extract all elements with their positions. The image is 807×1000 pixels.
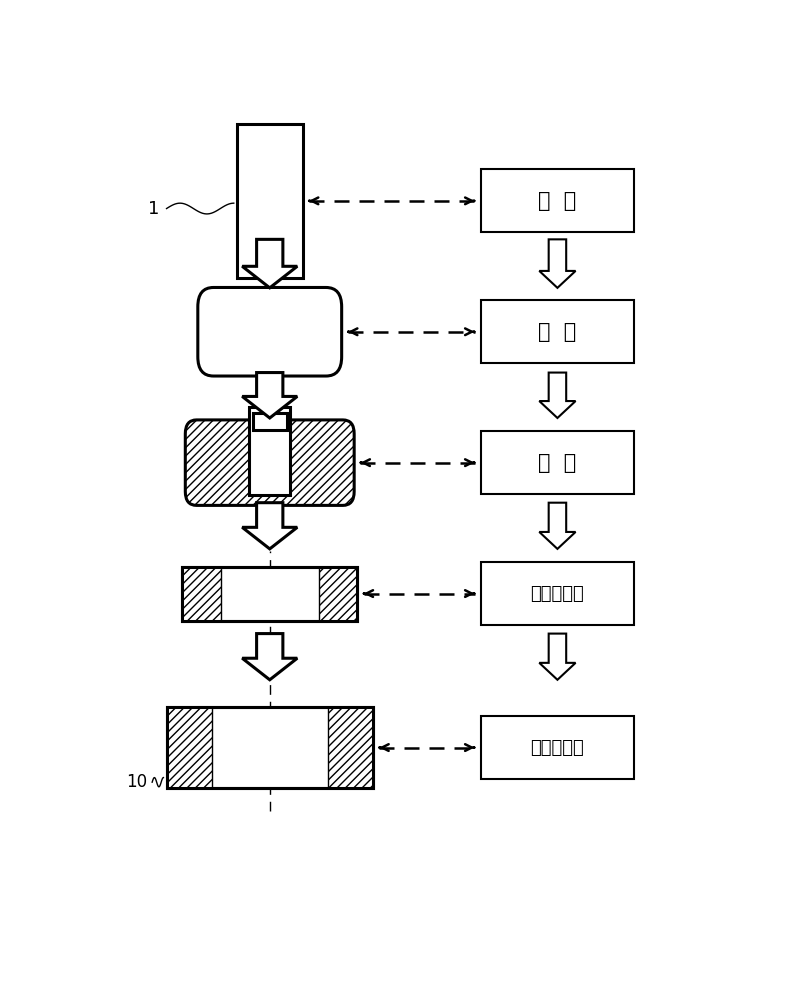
Text: 棒  材: 棒 材 [538,191,576,211]
Bar [166,707,211,788]
Bar [481,716,634,779]
Bar [481,431,634,494]
Polygon shape [539,239,575,288]
Bar [182,567,221,620]
Bar [481,169,634,232]
Text: 第二次环轧: 第二次环轧 [530,739,584,757]
Bar [481,562,634,625]
Bar [319,567,358,620]
Polygon shape [242,239,297,288]
FancyBboxPatch shape [198,287,341,376]
Text: 第一次环轧: 第一次环轧 [530,585,584,603]
Polygon shape [539,634,575,680]
Bar [249,407,290,495]
Bar [237,124,303,278]
Polygon shape [539,503,575,549]
Bar [328,707,373,788]
Bar [253,413,287,430]
Text: 10: 10 [126,773,147,791]
Polygon shape [242,503,297,549]
Bar [182,567,358,620]
Text: 镦  粗: 镦 粗 [538,322,576,342]
Polygon shape [242,373,297,418]
Polygon shape [242,634,297,680]
Text: 1: 1 [148,200,159,218]
Bar [182,567,358,620]
Bar [166,707,373,788]
Bar [166,707,373,788]
Text: 冲  孔: 冲 孔 [538,453,576,473]
Bar [481,300,634,363]
FancyBboxPatch shape [186,420,354,505]
Polygon shape [539,373,575,418]
